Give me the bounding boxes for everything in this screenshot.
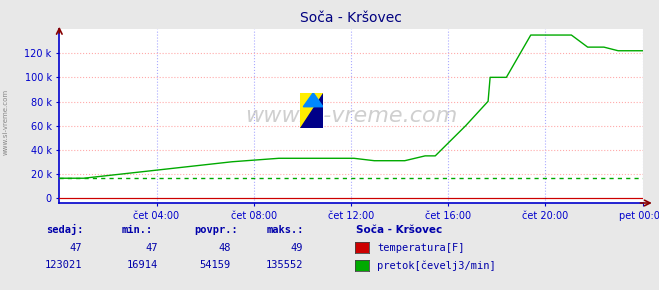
- Text: maks.:: maks.:: [267, 225, 304, 235]
- Polygon shape: [303, 93, 323, 107]
- Text: 123021: 123021: [45, 260, 82, 270]
- Text: temperatura[F]: temperatura[F]: [377, 243, 465, 253]
- Text: sedaj:: sedaj:: [46, 224, 84, 235]
- Polygon shape: [300, 93, 323, 128]
- Text: www.si-vreme.com: www.si-vreme.com: [2, 89, 9, 155]
- Text: povpr.:: povpr.:: [194, 225, 238, 235]
- Text: 47: 47: [70, 243, 82, 253]
- Text: min.:: min.:: [122, 225, 153, 235]
- Text: 49: 49: [291, 243, 303, 253]
- Text: 16914: 16914: [127, 260, 158, 270]
- Text: 47: 47: [146, 243, 158, 253]
- Text: 54159: 54159: [200, 260, 231, 270]
- Text: 135552: 135552: [266, 260, 303, 270]
- Title: Soča - Kršovec: Soča - Kršovec: [300, 11, 402, 25]
- Text: 48: 48: [218, 243, 231, 253]
- Text: www.si-vreme.com: www.si-vreme.com: [244, 106, 457, 126]
- Text: pretok[čevelj3/min]: pretok[čevelj3/min]: [377, 260, 496, 271]
- Text: Soča - Kršovec: Soča - Kršovec: [356, 225, 442, 235]
